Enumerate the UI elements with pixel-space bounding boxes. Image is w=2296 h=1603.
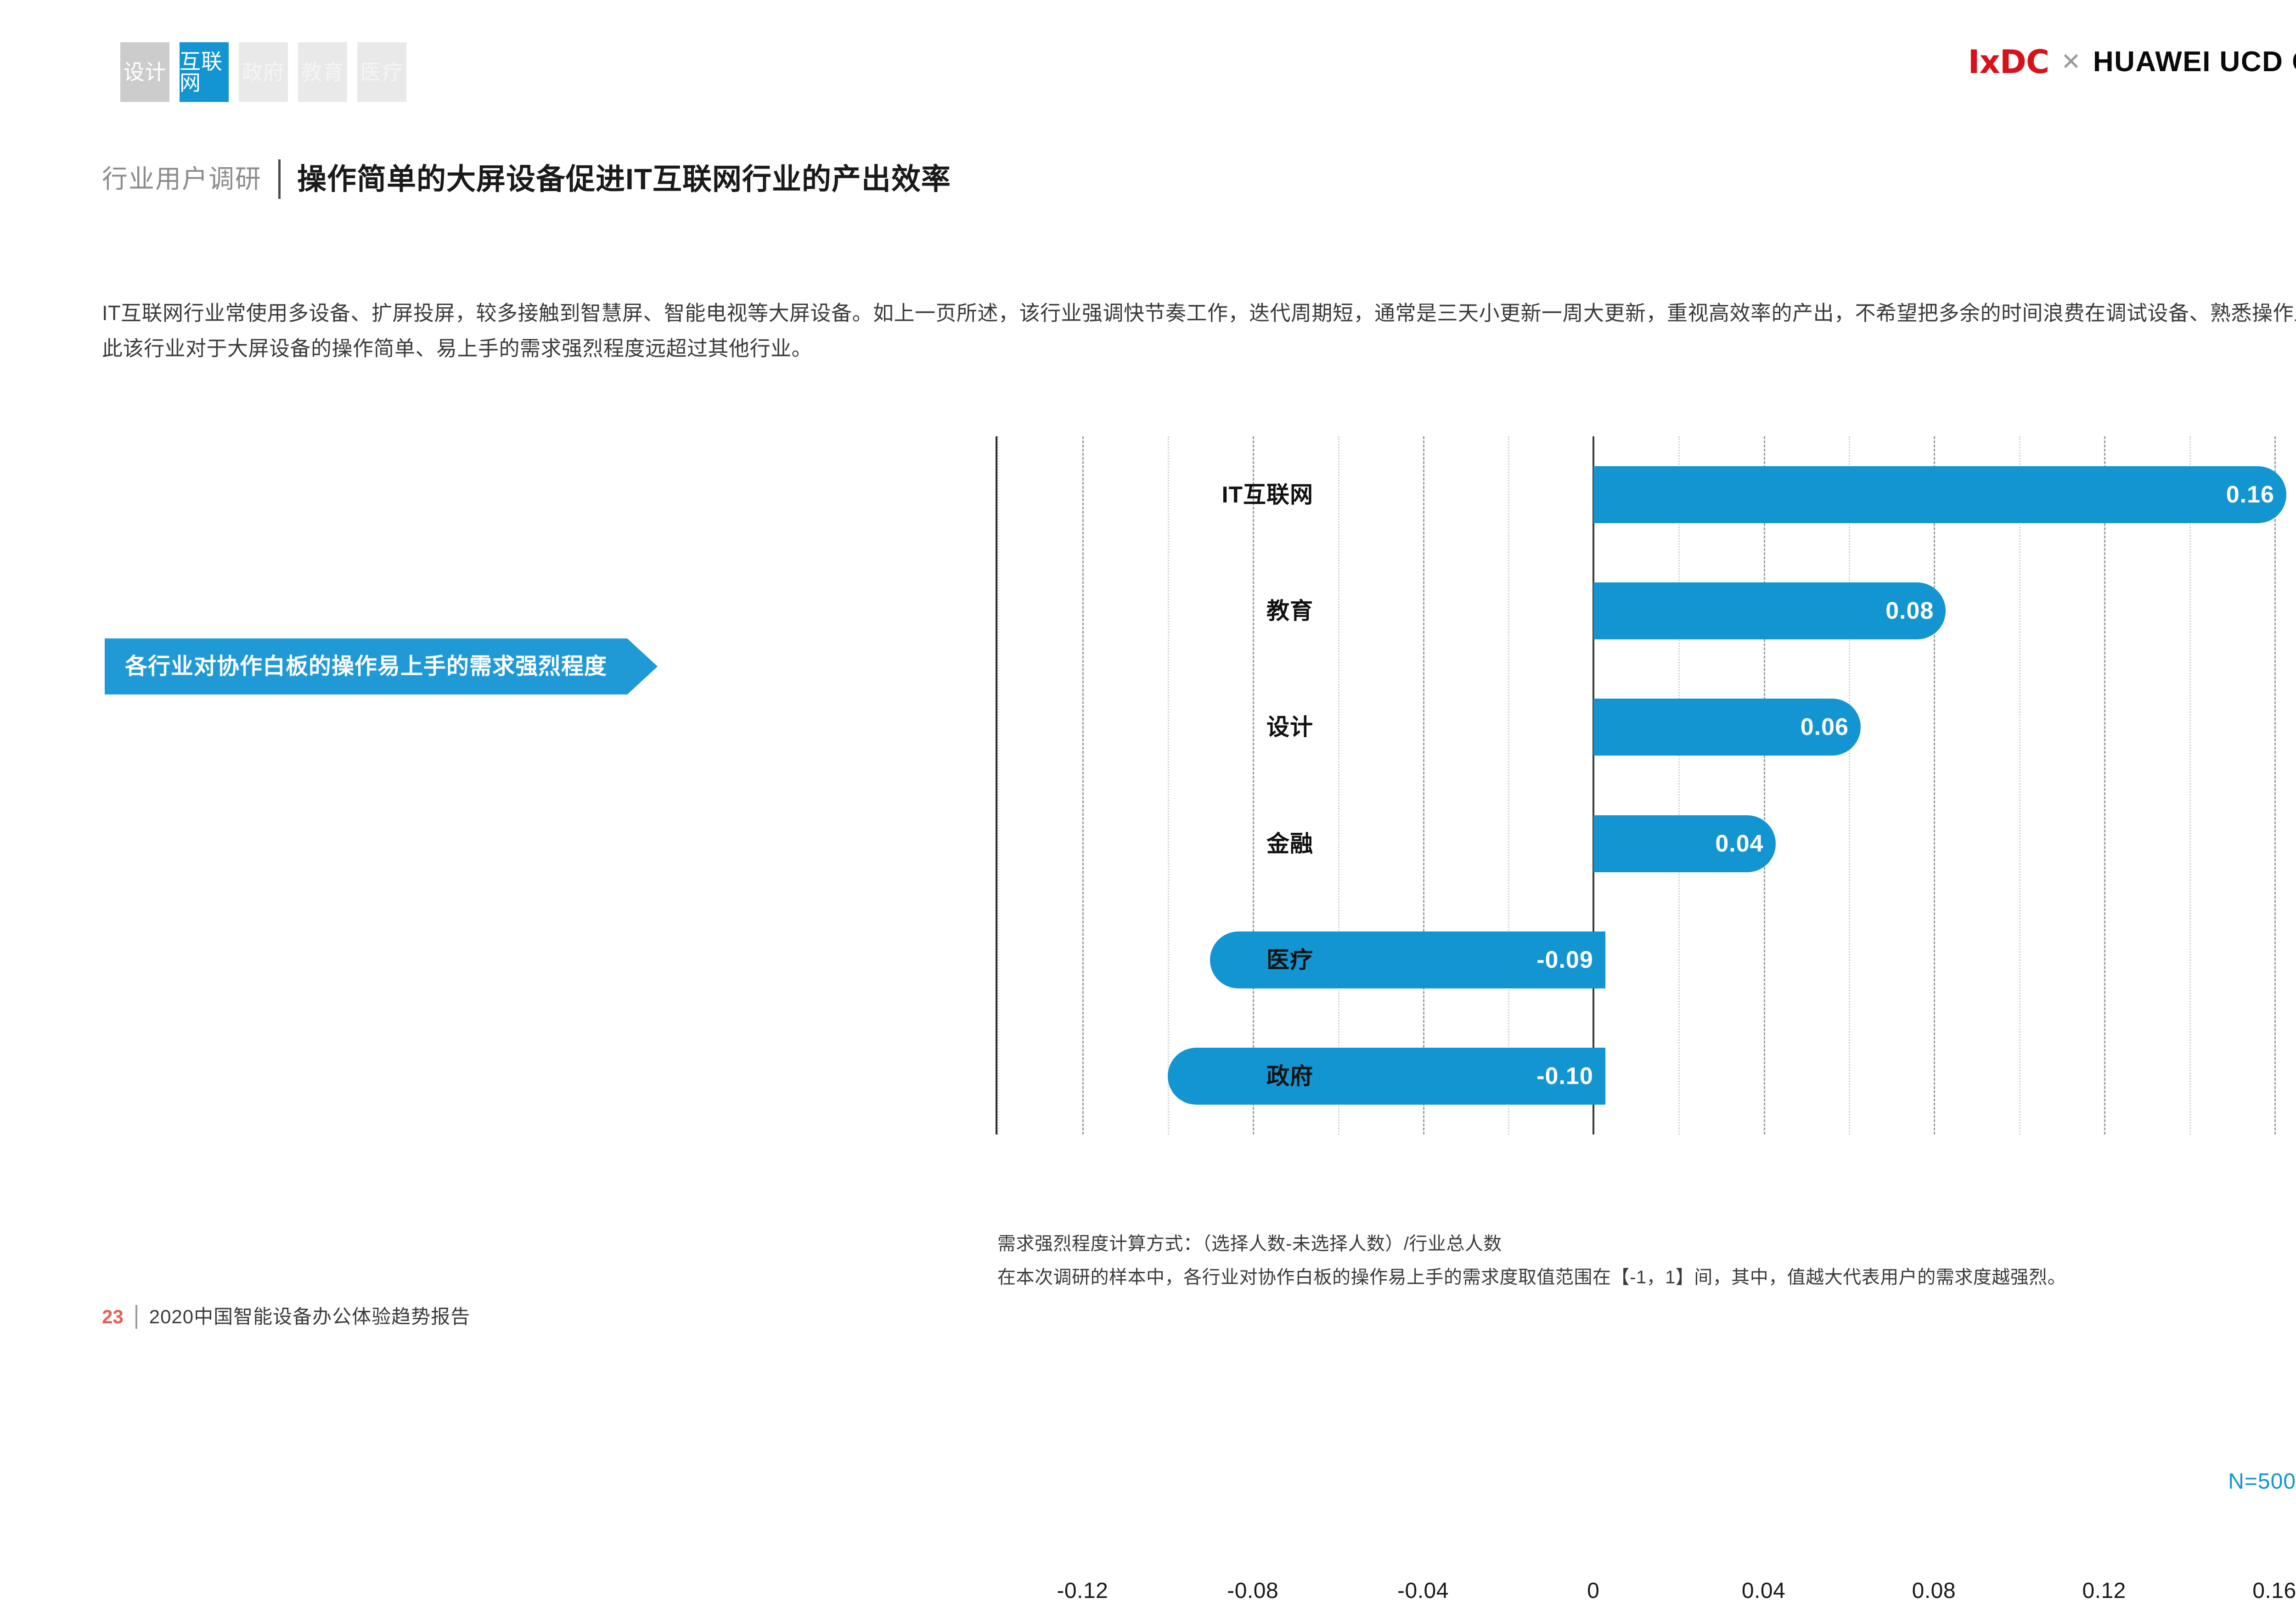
gridline-minor-6 (2019, 436, 2020, 1135)
gridline-minor-0 (997, 436, 999, 1135)
bar-0: 0.16 (1593, 466, 2286, 523)
bar-row: 0.06 (997, 699, 2296, 756)
bar-4: -0.09 (1210, 931, 1605, 988)
gridline-minor-1 (1167, 436, 1169, 1135)
industry-tab-4[interactable]: 医疗 (357, 42, 406, 102)
bar-value-label: 0.04 (1715, 830, 1764, 857)
ixdc-logo: IxDC (1968, 43, 2050, 81)
category-label-2: 设计 (1266, 714, 1313, 740)
gridline-minor-3 (1508, 436, 1510, 1135)
category-label-0: IT互联网 (1221, 481, 1313, 508)
plot-left-border (996, 436, 997, 1135)
gridline-minor-2 (1338, 436, 1339, 1135)
brand-separator-x-icon: ✕ (2061, 49, 2081, 75)
chart-footnotes: 需求强烈程度计算方式：（选择人数-未选择人数）/行业总人数 在本次调研的样本中，… (997, 1227, 2066, 1294)
x-tick-label-3: 0 (1587, 1579, 1600, 1603)
bar-row: -0.09 (997, 931, 2296, 988)
bar-chart: 0.16 0.08 0.06 0.04 -0.09 -0.10 N=500 IT互联网教育… (996, 436, 2296, 1602)
page-title: 操作简单的大屏设备促进IT互联网行业的产出效率 (297, 163, 951, 196)
x-tick-label-4: 0.04 (1741, 1579, 1786, 1603)
x-tick-label-2: -0.04 (1397, 1579, 1449, 1603)
chart-callout-banner: 各行业对协作白板的操作易上手的需求强烈程度 (105, 638, 658, 694)
gridline-1 (1253, 436, 1255, 1135)
category-label-3: 金融 (1266, 830, 1313, 857)
gridline-6 (2104, 436, 2106, 1135)
industry-tab-2[interactable]: 政府 (239, 42, 288, 102)
gridline-5 (1934, 436, 1936, 1135)
bar-row: 0.16 (997, 466, 2296, 523)
industry-tab-3[interactable]: 教育 (298, 42, 347, 102)
gridline-minor-7 (2189, 436, 2191, 1135)
bar-row: 0.08 (997, 582, 2296, 639)
bar-3: 0.04 (1593, 815, 1776, 872)
industry-tab-strip[interactable]: 设计 互联网 政府 教育 医疗 (120, 42, 406, 102)
bar-1: 0.08 (1593, 582, 1946, 639)
chart-callout-body: 各行业对协作白板的操作易上手的需求强烈程度 (105, 638, 628, 694)
industry-tab-1[interactable]: 互联网 (180, 42, 229, 102)
huawei-ucd-center-wordmark: HUAWEI UCD CENTER (2093, 46, 2296, 78)
page-title-row: 行业用户调研 操作简单的大屏设备促进IT互联网行业的产出效率 (102, 152, 951, 207)
callout-arrow-icon (627, 638, 658, 694)
category-label-5: 政府 (1266, 1063, 1313, 1089)
footer-divider (135, 1305, 137, 1329)
x-tick-label-6: 0.12 (2082, 1579, 2126, 1603)
title-divider (278, 159, 281, 199)
bar-value-label: 0.08 (1885, 598, 1934, 624)
footnote-formula: 需求强烈程度计算方式：（选择人数-未选择人数）/行业总人数 (997, 1234, 1502, 1254)
bar-value-label: 0.06 (1800, 714, 1849, 741)
category-label-4: 医疗 (1266, 947, 1313, 973)
gridline-7 (2274, 436, 2276, 1135)
category-label-1: 教育 (1266, 598, 1313, 624)
title-kicker: 行业用户调研 (102, 164, 262, 193)
bar-value-label: 0.16 (2226, 481, 2274, 508)
brand-lockup: IxDC ✕ HUAWEI UCD CENTER (1968, 41, 2296, 83)
page-number: 23 (102, 1306, 124, 1327)
gridline-minor-5 (1848, 436, 1850, 1135)
x-tick-label-1: -0.08 (1227, 1579, 1279, 1603)
bar-value-label: -0.09 (1536, 947, 1593, 973)
chart-plot-area: 0.16 0.08 0.06 0.04 -0.09 -0.10 (996, 436, 2296, 1135)
bar-2: 0.06 (1593, 699, 1861, 756)
x-tick-label-5: 0.08 (1912, 1579, 1956, 1603)
bar-row: -0.10 (997, 1048, 2296, 1105)
gridline-4 (1763, 436, 1765, 1135)
bar-5: -0.10 (1167, 1048, 1605, 1105)
bar-value-label: -0.10 (1536, 1063, 1593, 1090)
zero-axis-line (1592, 436, 1594, 1135)
body-paragraph: IT互联网行业常使用多设备、扩屏投屏，较多接触到智慧屏、智能电视等大屏设备。如上… (102, 301, 2296, 360)
sample-size-annotation: N=500 (2228, 1469, 2296, 1494)
bar-row: 0.04 (997, 815, 2296, 872)
x-tick-label-7: 0.16 (2252, 1579, 2296, 1603)
footnote-range: 在本次调研的样本中，各行业对协作白板的操作易上手的需求度取值范围在【-1，1】间… (997, 1267, 2066, 1287)
x-tick-label-0: -0.12 (1057, 1579, 1109, 1603)
industry-tab-0[interactable]: 设计 (120, 42, 169, 102)
report-title: 2020中国智能设备办公体验趋势报告 (149, 1306, 471, 1327)
gridline-0 (1082, 436, 1084, 1135)
page-footer: 23 2020中国智能设备办公体验趋势报告 (102, 1301, 470, 1333)
gridline-2 (1423, 436, 1424, 1135)
gridline-minor-4 (1678, 436, 1680, 1135)
chart-callout-label: 各行业对协作白板的操作易上手的需求强烈程度 (125, 654, 608, 679)
